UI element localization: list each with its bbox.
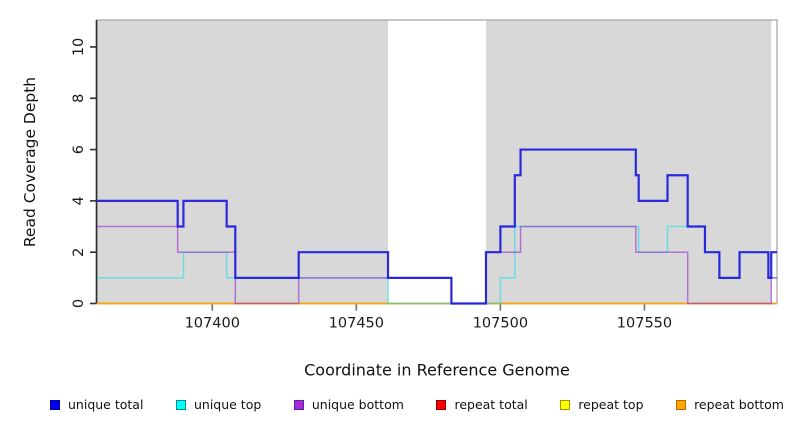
legend-swatch-repeat-bottom (676, 399, 687, 410)
legend-label: repeat bottom (694, 397, 784, 412)
legend-item-unique-top: unique top (175, 397, 262, 412)
x-axis-title: Coordinate in Reference Genome (304, 360, 570, 380)
legend-item-repeat-top: repeat top (560, 397, 644, 412)
legend-label: unique top (193, 397, 262, 412)
legend-item-unique-bottom: unique bottom (293, 397, 404, 412)
legend-label: unique total (68, 397, 144, 412)
y-axis-title: Read Coverage Depth (21, 76, 39, 248)
legend-label: repeat top (578, 397, 644, 412)
y-tick-label: 0 (71, 299, 87, 308)
legend-label: unique bottom (311, 397, 404, 412)
y-tick-label: 2 (71, 248, 87, 257)
legend-swatch-unique-total (50, 399, 60, 410)
shaded-region (97, 20, 389, 304)
legend-swatch-repeat-total (436, 399, 447, 410)
x-tick-label: 107450 (329, 316, 384, 332)
legend-item-repeat-bottom: repeat bottom (676, 397, 784, 412)
x-tick-label: 107550 (617, 316, 672, 332)
legend-item-repeat-total: repeat total (436, 397, 528, 412)
series-line-unique-total (97, 148, 777, 305)
legend-label: repeat total (454, 397, 528, 412)
legend-swatch-unique-top (175, 399, 186, 410)
x-tick-label: 107400 (185, 316, 240, 332)
legend-swatch-repeat-top (560, 399, 571, 410)
legend-swatch-unique-bottom (293, 399, 304, 410)
x-tick-label: 107500 (473, 316, 528, 332)
y-tick-label: 4 (71, 196, 87, 205)
legend: unique total unique top unique bottom re… (0, 397, 792, 412)
coverage-plot-canvas: 107400 107450 107500 107550 0 2 4 6 8 10 (71, 19, 778, 332)
y-tick-label: 8 (71, 94, 87, 103)
y-tick-label: 6 (71, 145, 87, 154)
legend-item-unique-total: unique total (50, 397, 143, 412)
y-tick-label: 10 (71, 38, 87, 56)
shaded-region (485, 20, 772, 304)
